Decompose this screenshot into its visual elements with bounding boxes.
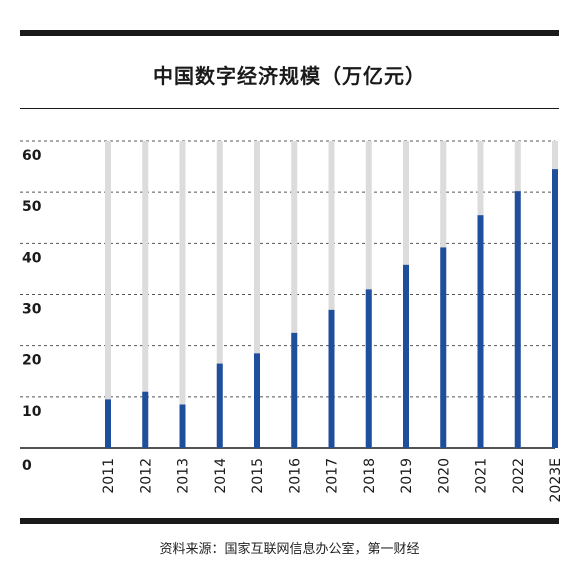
y-tick-label: 10 — [22, 404, 42, 420]
bar — [477, 215, 484, 448]
chart-title: 中国数字经济规模（万亿元） — [153, 64, 426, 88]
x-tick-label: 2018 — [362, 458, 378, 494]
bar-track — [254, 141, 260, 448]
title-divider — [20, 108, 559, 109]
x-tick-label: 2021 — [474, 458, 490, 494]
y-tick-label: 0 — [22, 458, 32, 474]
bar-track — [179, 141, 186, 448]
bar — [142, 391, 149, 448]
x-tick-label: 2011 — [101, 458, 117, 494]
x-tick-label: 2012 — [138, 458, 154, 494]
bar — [328, 309, 335, 448]
x-tick-label: 2017 — [325, 458, 341, 494]
bar-track — [328, 141, 335, 448]
bar-track — [216, 141, 223, 448]
x-tick-label: 2019 — [399, 458, 415, 494]
y-tick-label: 40 — [22, 250, 42, 266]
bar-track — [291, 141, 298, 448]
source-note: 资料来源：国家互联网信息办公室，第一财经 — [159, 542, 420, 557]
bar — [179, 404, 186, 448]
y-tick-label: 50 — [22, 199, 42, 215]
x-tick-label: 2014 — [213, 458, 229, 494]
bar — [440, 247, 447, 448]
bar-track — [105, 141, 111, 448]
bar — [216, 363, 223, 448]
top-rule — [20, 30, 559, 36]
x-tick-label: 2015 — [250, 458, 266, 494]
bar — [291, 332, 298, 448]
x-tick-label: 2022 — [511, 458, 527, 494]
bar — [254, 353, 260, 448]
bar — [514, 191, 521, 449]
y-tick-label: 60 — [22, 148, 42, 164]
x-tick-label: 2020 — [436, 458, 452, 494]
bar-track — [142, 141, 149, 448]
x-tick-label: 2013 — [176, 458, 192, 494]
x-tick-label: 2023E — [548, 458, 564, 502]
bar — [365, 289, 372, 448]
bottom-rule — [20, 518, 559, 524]
y-tick-label: 20 — [22, 353, 42, 369]
bar-chart: 0 10 20 30 40 50 60 2011 2012 2013 2014 2015 2016 201… — [20, 140, 564, 502]
y-tick-label: 30 — [22, 302, 42, 318]
bar — [105, 399, 111, 448]
bar — [403, 264, 409, 448]
bar — [552, 169, 558, 448]
x-tick-label: 2016 — [287, 458, 303, 494]
